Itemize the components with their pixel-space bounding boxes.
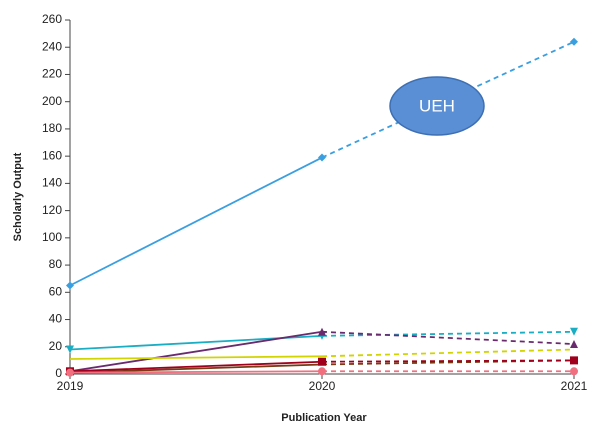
plot-area: 0 20 40 60 80 100 120 140 160 180 200 220 240 260 2019… [42,12,588,393]
annotation: UEH [419,96,455,115]
y-tick-label: 260 [42,12,62,26]
y-tick-label: 140 [42,176,62,190]
y-tick-label: 240 [42,39,62,53]
y-tick-label: 120 [42,203,62,217]
line-projected [321,359,575,363]
marker [318,153,326,162]
marker [318,357,326,366]
annotation-bubble [389,76,485,136]
y-axis-title: Scholarly Output [12,152,24,241]
marker [66,368,74,377]
line-actual [69,363,323,374]
y-tick-label: 40 [49,312,63,326]
x-tick-label: 2019 [57,379,84,393]
line-actual [69,360,323,373]
marker [66,281,74,290]
y-tick-label: 60 [49,284,63,298]
marker [570,37,578,46]
marker [318,327,326,336]
line-projected [321,330,575,345]
x-tick-label: 2020 [309,379,336,393]
x-tick-label: 2021 [561,379,588,393]
line-actual [69,156,323,287]
x-axis-title: Publication Year [281,412,367,424]
y-tick-label: 80 [49,257,63,271]
marker [66,345,74,354]
line-actual [69,355,323,360]
marker [570,356,578,365]
line-actual [69,370,323,374]
marker [318,367,326,376]
y-tick-label: 100 [42,230,62,244]
line-actual [69,330,323,373]
marker [570,340,578,349]
y-tick-label: 200 [42,94,62,108]
line-projected [321,330,575,337]
y-tick-label: 0 [55,366,62,380]
marker [570,367,578,376]
y-tick-label: 220 [42,67,62,81]
line-projected [321,348,575,358]
y-tick-label: 20 [49,339,63,353]
marker [570,327,578,336]
y-tick-label: 160 [42,148,62,162]
y-tick-label: 180 [42,121,62,135]
